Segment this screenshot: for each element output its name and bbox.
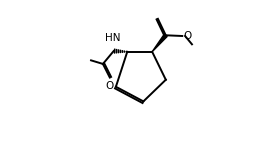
Text: HN: HN xyxy=(105,33,120,43)
Text: O: O xyxy=(106,81,114,91)
Polygon shape xyxy=(152,34,167,52)
Text: O: O xyxy=(183,31,191,41)
